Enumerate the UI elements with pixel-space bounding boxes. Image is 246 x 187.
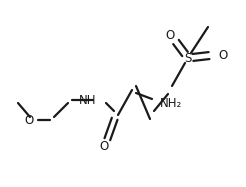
Text: NH₂: NH₂ xyxy=(160,96,182,110)
Text: O: O xyxy=(99,140,109,153)
Text: O: O xyxy=(218,48,227,62)
Text: O: O xyxy=(165,28,175,42)
Text: NH: NH xyxy=(78,94,96,107)
Text: S: S xyxy=(184,51,192,65)
Text: O: O xyxy=(25,114,34,126)
